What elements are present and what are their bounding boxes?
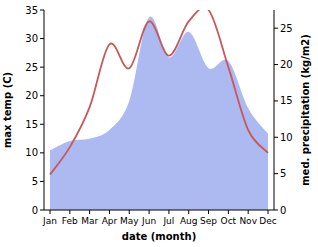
x-tick-label: Jul xyxy=(162,216,174,226)
y2-tick-label: 15 xyxy=(280,95,293,106)
y2-tick-label: 25 xyxy=(280,23,293,34)
precip-area xyxy=(50,16,268,210)
y-tick-label: 10 xyxy=(25,147,38,158)
x-tick xyxy=(89,210,90,214)
y2-tick xyxy=(274,64,278,65)
y-tick xyxy=(40,210,44,211)
x-axis-label: date (month) xyxy=(122,231,196,242)
y2-tick-label: 20 xyxy=(280,59,293,70)
x-tick-label: Jun xyxy=(141,216,156,226)
x-tick-label: Sep xyxy=(200,216,217,226)
x-tick-label: Feb xyxy=(62,216,78,226)
y-tick xyxy=(40,10,44,11)
y-tick-label: 0 xyxy=(32,205,38,216)
y-tick xyxy=(40,181,44,182)
x-tick xyxy=(208,210,209,214)
x-tick xyxy=(268,210,269,214)
x-tick xyxy=(129,210,130,214)
x-tick xyxy=(109,210,110,214)
y-tick xyxy=(40,152,44,153)
x-tick-label: Dec xyxy=(259,216,276,226)
x-tick-label: Apr xyxy=(102,216,118,226)
y2-tick xyxy=(274,173,278,174)
y-tick-label: 5 xyxy=(32,176,38,187)
x-tick xyxy=(149,210,150,214)
x-tick xyxy=(228,210,229,214)
y-tick-label: 35 xyxy=(25,5,38,16)
y-tick xyxy=(40,95,44,96)
x-tick-label: May xyxy=(120,216,139,226)
y-tick-label: 20 xyxy=(25,90,38,101)
x-tick-label: Nov xyxy=(239,216,257,226)
x-axis-line xyxy=(44,210,274,211)
y2-tick xyxy=(274,210,278,211)
y2-tick xyxy=(274,28,278,29)
axes: 051015202530350510152025JanFebMarAprMayJ… xyxy=(2,5,311,243)
x-tick-label: Aug xyxy=(180,216,198,226)
x-tick xyxy=(50,210,51,214)
chart: 051015202530350510152025JanFebMarAprMayJ… xyxy=(0,0,318,247)
y-tick xyxy=(40,124,44,125)
y2-tick xyxy=(274,100,278,101)
x-tick-label: Oct xyxy=(221,216,237,226)
x-tick xyxy=(188,210,189,214)
temp-line xyxy=(50,10,268,175)
x-tick-label: Mar xyxy=(81,216,98,226)
y2-tick-label: 10 xyxy=(280,132,293,143)
y-tick xyxy=(40,67,44,68)
x-tick xyxy=(168,210,169,214)
plot-area xyxy=(50,10,268,210)
y-axis-line xyxy=(44,10,45,210)
y-axis-label: max temp (C) xyxy=(2,72,13,148)
y-tick-label: 15 xyxy=(25,119,38,130)
y2-axis-label: med. precipitation (kg/m2) xyxy=(300,34,311,186)
x-tick xyxy=(248,210,249,214)
x-tick-label: Jan xyxy=(42,216,57,226)
y2-tick xyxy=(274,137,278,138)
y-tick-label: 25 xyxy=(25,62,38,73)
x-tick xyxy=(69,210,70,214)
y-tick xyxy=(40,38,44,39)
y2-tick-label: 0 xyxy=(280,205,286,216)
y2-axis-line xyxy=(274,10,275,210)
y-tick-label: 30 xyxy=(25,33,38,44)
y2-tick-label: 5 xyxy=(280,168,286,179)
